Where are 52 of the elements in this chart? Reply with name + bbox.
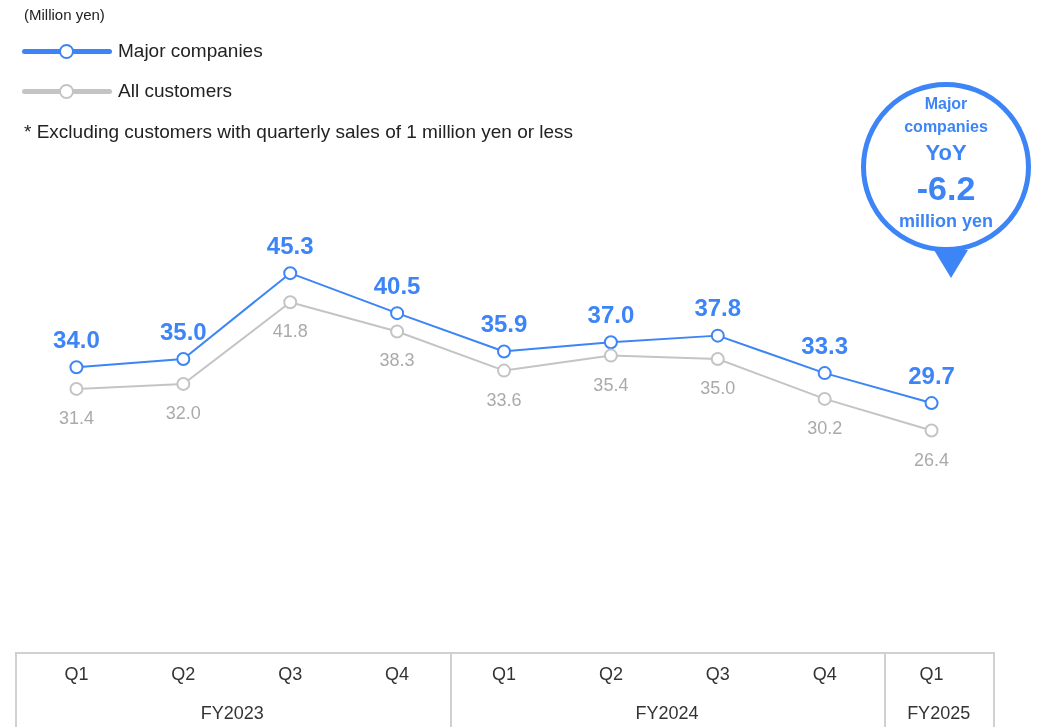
x-tick-label: Q3 bbox=[278, 664, 303, 685]
point bbox=[924, 423, 939, 438]
data-label: 29.7 bbox=[908, 361, 955, 389]
x-tick-label: Q4 bbox=[385, 664, 410, 685]
data-label: 37.8 bbox=[694, 294, 742, 322]
x-tick-label: Q2 bbox=[598, 664, 623, 685]
data-label: 45.3 bbox=[266, 231, 314, 259]
data-label: 31.4 bbox=[58, 407, 94, 428]
x-tick-label: Q3 bbox=[705, 664, 730, 685]
point bbox=[69, 360, 84, 375]
data-label: 33.6 bbox=[486, 389, 522, 410]
point bbox=[390, 324, 405, 339]
x-tick-label: Q1 bbox=[64, 664, 89, 685]
text: (Million yen) bbox=[24, 6, 105, 23]
point bbox=[390, 306, 405, 321]
point bbox=[176, 351, 191, 366]
x-tick-label: Q1 bbox=[491, 664, 517, 685]
data-label: 35.9 bbox=[480, 310, 528, 338]
text: * Excluding customers with quarterly sales of 1 million yen or less bbox=[24, 121, 574, 143]
point bbox=[817, 391, 832, 406]
data-label: 35.0 bbox=[700, 377, 736, 398]
legend-label: All customers bbox=[118, 80, 233, 102]
point bbox=[924, 396, 939, 411]
x-tick-label: Q4 bbox=[812, 664, 837, 685]
data-label: 32.0 bbox=[165, 402, 201, 423]
data-label: 34.0 bbox=[53, 325, 100, 353]
data-label: 35.4 bbox=[593, 374, 629, 395]
point bbox=[176, 376, 191, 391]
point bbox=[710, 351, 725, 366]
data-label: 30.2 bbox=[807, 417, 843, 438]
point bbox=[817, 366, 832, 381]
text: FY2024 bbox=[634, 703, 700, 724]
legend-label: Major companies bbox=[118, 40, 263, 62]
point bbox=[603, 348, 618, 363]
point bbox=[710, 328, 725, 343]
point bbox=[497, 344, 511, 359]
point bbox=[283, 266, 298, 281]
data-label: 35.0 bbox=[159, 317, 207, 345]
point bbox=[497, 363, 511, 378]
data-label: 40.5 bbox=[373, 271, 421, 299]
data-label: 33.3 bbox=[801, 331, 849, 359]
text: FY2023 bbox=[199, 703, 265, 724]
data-label: 38.3 bbox=[379, 350, 415, 371]
text: FY2025 bbox=[906, 703, 972, 724]
data-label: 26.4 bbox=[914, 449, 950, 470]
x-tick-label: Q1 bbox=[919, 664, 944, 685]
point bbox=[69, 381, 84, 396]
data-label: 37.0 bbox=[587, 300, 635, 328]
data-label: 41.8 bbox=[272, 321, 308, 342]
point bbox=[603, 335, 618, 350]
x-tick-label: Q2 bbox=[171, 664, 196, 685]
point bbox=[283, 295, 298, 310]
